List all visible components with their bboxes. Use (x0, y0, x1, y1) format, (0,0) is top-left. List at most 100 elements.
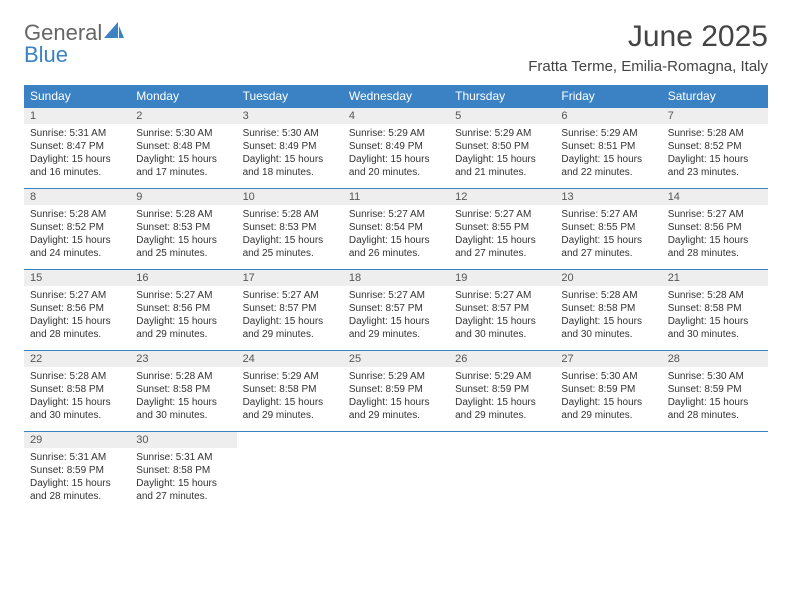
sunset-line: Sunset: 8:56 PM (136, 303, 210, 314)
day-body: Sunrise: 5:29 AMSunset: 8:59 PMDaylight:… (343, 367, 449, 428)
day-number: 9 (130, 189, 236, 205)
calendar-day-cell: 3Sunrise: 5:30 AMSunset: 8:49 PMDaylight… (237, 108, 343, 189)
sunrise-line: Sunrise: 5:29 AM (349, 128, 425, 139)
calendar-day-cell: 23Sunrise: 5:28 AMSunset: 8:58 PMDayligh… (130, 351, 236, 432)
sunset-line: Sunset: 8:52 PM (668, 141, 742, 152)
sunrise-line: Sunrise: 5:28 AM (243, 209, 319, 220)
sunrise-line: Sunrise: 5:27 AM (30, 290, 106, 301)
sunrise-line: Sunrise: 5:28 AM (136, 371, 212, 382)
sunset-line: Sunset: 8:58 PM (561, 303, 635, 314)
day-number: 29 (24, 432, 130, 448)
daylight-line: Daylight: 15 hours and 22 minutes. (561, 154, 642, 178)
day-body: Sunrise: 5:27 AMSunset: 8:56 PMDaylight:… (662, 205, 768, 266)
sunrise-line: Sunrise: 5:29 AM (455, 128, 531, 139)
daylight-line: Daylight: 15 hours and 17 minutes. (136, 154, 217, 178)
sunset-line: Sunset: 8:47 PM (30, 141, 104, 152)
sunset-line: Sunset: 8:56 PM (30, 303, 104, 314)
sunset-line: Sunset: 8:55 PM (455, 222, 529, 233)
day-body: Sunrise: 5:28 AMSunset: 8:58 PMDaylight:… (24, 367, 130, 428)
day-body: Sunrise: 5:31 AM Sunset: 8:47 PM Daylight:… (24, 124, 130, 185)
calendar-day-cell: 17Sunrise: 5:27 AMSunset: 8:57 PMDayligh… (237, 270, 343, 351)
daylight-line: Daylight: 15 hours and 29 minutes. (349, 316, 430, 340)
day-number: 10 (237, 189, 343, 205)
sunrise-line: Sunrise: 5:27 AM (455, 209, 531, 220)
sunset-line: Sunset: 8:58 PM (30, 384, 104, 395)
day-number: 18 (343, 270, 449, 286)
day-body: Sunrise: 5:28 AMSunset: 8:58 PMDaylight:… (662, 286, 768, 347)
daylight-line: Daylight: 15 hours and 20 minutes. (349, 154, 430, 178)
sunset-line: Sunset: 8:56 PM (668, 222, 742, 233)
sunrise-line: Sunrise: 5:28 AM (30, 209, 106, 220)
calendar-day-cell: 29Sunrise: 5:31 AMSunset: 8:59 PMDayligh… (24, 432, 130, 513)
sunrise-line: Sunrise: 5:31 AM (136, 452, 212, 463)
calendar-day-cell: 18Sunrise: 5:27 AMSunset: 8:57 PMDayligh… (343, 270, 449, 351)
calendar-day-cell: 5Sunrise: 5:29 AMSunset: 8:50 PMDaylight… (449, 108, 555, 189)
daylight-line: Daylight: 15 hours and 28 minutes. (30, 316, 111, 340)
day-number: 16 (130, 270, 236, 286)
sunrise-line: Sunrise: 5:28 AM (136, 209, 212, 220)
daylight-line: Daylight: 15 hours and 29 minutes. (349, 397, 430, 421)
calendar-day-cell: 16Sunrise: 5:27 AMSunset: 8:56 PMDayligh… (130, 270, 236, 351)
day-number: 23 (130, 351, 236, 367)
sunrise-line: Sunrise: 5:27 AM (668, 209, 744, 220)
day-number: 2 (130, 108, 236, 124)
day-number: 11 (343, 189, 449, 205)
calendar-day-cell: 9Sunrise: 5:28 AMSunset: 8:53 PMDaylight… (130, 189, 236, 270)
logo: General Blue (24, 20, 126, 46)
day-body: Sunrise: 5:28 AMSunset: 8:53 PMDaylight:… (237, 205, 343, 266)
sunset-line: Sunset: 8:49 PM (349, 141, 423, 152)
calendar-day-cell: 30Sunrise: 5:31 AMSunset: 8:58 PMDayligh… (130, 432, 236, 513)
sunrise-line: Sunrise: 5:31 AM (30, 128, 106, 139)
calendar-week-row: 8 Sunrise: 5:28 AM Sunset: 8:52 PM Daylight… (24, 189, 768, 270)
calendar-day-cell: 6Sunrise: 5:29 AMSunset: 8:51 PMDaylight… (555, 108, 661, 189)
sunrise-line: Sunrise: 5:30 AM (243, 128, 319, 139)
calendar-table: Sunday Monday Tuesday Wednesday Thursday… (24, 85, 768, 512)
sunrise-line: Sunrise: 5:27 AM (243, 290, 319, 301)
sunrise-line: Sunrise: 5:27 AM (455, 290, 531, 301)
weekday-header: Saturday (662, 85, 768, 108)
daylight-line: Daylight: 15 hours and 29 minutes. (561, 397, 642, 421)
day-number: 8 (24, 189, 130, 205)
calendar-day-cell: 19Sunrise: 5:27 AMSunset: 8:57 PMDayligh… (449, 270, 555, 351)
daylight-line: Daylight: 15 hours and 16 minutes. (30, 154, 111, 178)
logo-sail-icon (102, 20, 126, 46)
day-body: Sunrise: 5:27 AMSunset: 8:57 PMDaylight:… (449, 286, 555, 347)
sunset-line: Sunset: 8:53 PM (136, 222, 210, 233)
calendar-day-cell: 22Sunrise: 5:28 AMSunset: 8:58 PMDayligh… (24, 351, 130, 432)
day-number: 15 (24, 270, 130, 286)
sunset-line: Sunset: 8:59 PM (561, 384, 635, 395)
day-number: 30 (130, 432, 236, 448)
calendar-day-cell (237, 432, 343, 513)
sunset-line: Sunset: 8:58 PM (243, 384, 317, 395)
sunrise-line: Sunrise: 5:30 AM (668, 371, 744, 382)
day-body: Sunrise: 5:30 AMSunset: 8:48 PMDaylight:… (130, 124, 236, 185)
day-number: 21 (662, 270, 768, 286)
sunset-line: Sunset: 8:49 PM (243, 141, 317, 152)
sunset-line: Sunset: 8:57 PM (243, 303, 317, 314)
calendar-day-cell: 11Sunrise: 5:27 AMSunset: 8:54 PMDayligh… (343, 189, 449, 270)
calendar-day-cell (343, 432, 449, 513)
calendar-day-cell: 1Sunrise: 5:31 AMSunset: 8:47 PMDaylight… (24, 108, 130, 189)
calendar-day-cell (662, 432, 768, 513)
calendar-day-cell: 20Sunrise: 5:28 AMSunset: 8:58 PMDayligh… (555, 270, 661, 351)
daylight-line: Daylight: 15 hours and 29 minutes. (243, 397, 324, 421)
calendar-week-row: 29Sunrise: 5:31 AMSunset: 8:59 PMDayligh… (24, 432, 768, 513)
day-number: 24 (237, 351, 343, 367)
daylight-line: Daylight: 15 hours and 29 minutes. (455, 397, 536, 421)
day-body: Sunrise: 5:28 AM Sunset: 8:52 PM Daylight:… (24, 205, 130, 266)
daylight-line: Daylight: 15 hours and 26 minutes. (349, 235, 430, 259)
calendar-day-cell: 8 Sunrise: 5:28 AM Sunset: 8:52 PM Daylight… (24, 189, 130, 270)
sunset-line: Sunset: 8:52 PM (30, 222, 104, 233)
calendar-body: 1Sunrise: 5:31 AMSunset: 8:47 PMDaylight… (24, 108, 768, 513)
day-number: 6 (555, 108, 661, 124)
daylight-line: Daylight: 15 hours and 24 minutes. (30, 235, 111, 259)
day-body: Sunrise: 5:27 AMSunset: 8:56 PMDaylight:… (130, 286, 236, 347)
logo-text-2: Blue (24, 42, 68, 67)
month-title: June 2025 (528, 20, 768, 54)
sunrise-line: Sunrise: 5:28 AM (30, 371, 106, 382)
daylight-line: Daylight: 15 hours and 30 minutes. (561, 316, 642, 340)
calendar-day-cell: 21Sunrise: 5:28 AMSunset: 8:58 PMDayligh… (662, 270, 768, 351)
day-number: 22 (24, 351, 130, 367)
calendar-day-cell (449, 432, 555, 513)
day-body: Sunrise: 5:27 AMSunset: 8:54 PMDaylight:… (343, 205, 449, 266)
